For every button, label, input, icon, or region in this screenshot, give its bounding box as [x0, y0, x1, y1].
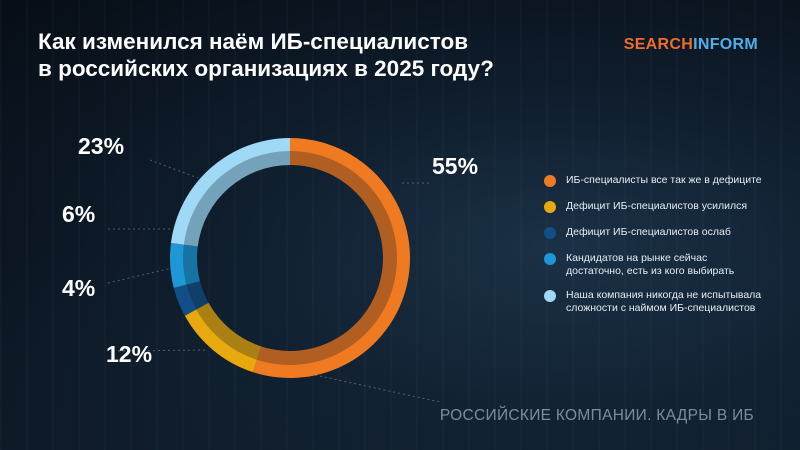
- legend-swatch-1: [544, 201, 556, 213]
- footer-caption: РОССИЙСКИЕ КОМПАНИИ. КАДРЫ В ИБ: [439, 407, 754, 424]
- logo-part-2: INFORM: [693, 36, 758, 53]
- legend-swatch-4: [544, 290, 556, 302]
- legend-swatch-3: [544, 253, 556, 265]
- logo-part-1: SEARCH: [623, 36, 694, 53]
- donut-slice-shade-2: [186, 281, 209, 310]
- donut-slice-shade-3: [182, 244, 200, 285]
- donut-slice-4: [170, 138, 290, 247]
- leader-line-1: [149, 159, 199, 179]
- donut-slice-1: [184, 302, 262, 373]
- legend-item: Кандидатов на рынке сейчас достаточно, е…: [544, 252, 774, 278]
- data-label-2: 4%: [62, 275, 95, 301]
- legend-swatch-2: [544, 227, 556, 239]
- donut-slice-shade-4: [183, 150, 290, 247]
- legend-item: Дефицит ИБ-специалистов ослаб: [544, 226, 774, 239]
- chart-legend: ИБ-специалисты все так же в дефиците Деф…: [544, 174, 774, 328]
- data-label-1: 12%: [106, 341, 152, 367]
- donut-slice-2: [173, 281, 209, 316]
- legend-label: ИБ-специалисты все так же в дефиците: [566, 174, 762, 186]
- data-label-3: 6%: [62, 201, 95, 227]
- title-line-2: в российских организациях в 2025 году?: [38, 56, 494, 81]
- page-title: Как изменился наём ИБ-специалистов в рос…: [38, 28, 558, 82]
- legend-item: Наша компания никогда не испытывала слож…: [544, 289, 774, 315]
- donut-slice-shade-1: [196, 302, 262, 360]
- legend-label: Кандидатов на рынке сейчас достаточно, е…: [566, 252, 735, 277]
- legend-label: Наша компания никогда не испытывала слож…: [566, 289, 762, 314]
- legend-swatch-0: [544, 175, 556, 187]
- legend-label: Дефицит ИБ-специалистов ослаб: [566, 226, 731, 238]
- legend-label: Дефицит ИБ-специалистов усилился: [566, 200, 748, 212]
- leader-line-3: [107, 267, 173, 284]
- leader-line-5: [314, 374, 441, 403]
- donut-slice-3: [169, 242, 200, 288]
- brand-logo: SEARCHINFORM: [624, 36, 758, 54]
- donut-slice-0: [252, 138, 411, 378]
- data-label-4: 23%: [78, 133, 124, 159]
- title-line-1: Как изменился наём ИБ-специалистов: [38, 29, 469, 54]
- legend-item: Дефицит ИБ-специалистов усилился: [544, 200, 774, 213]
- data-label-0: 55%: [432, 153, 478, 179]
- legend-item: ИБ-специалисты все так же в дефиците: [544, 174, 774, 187]
